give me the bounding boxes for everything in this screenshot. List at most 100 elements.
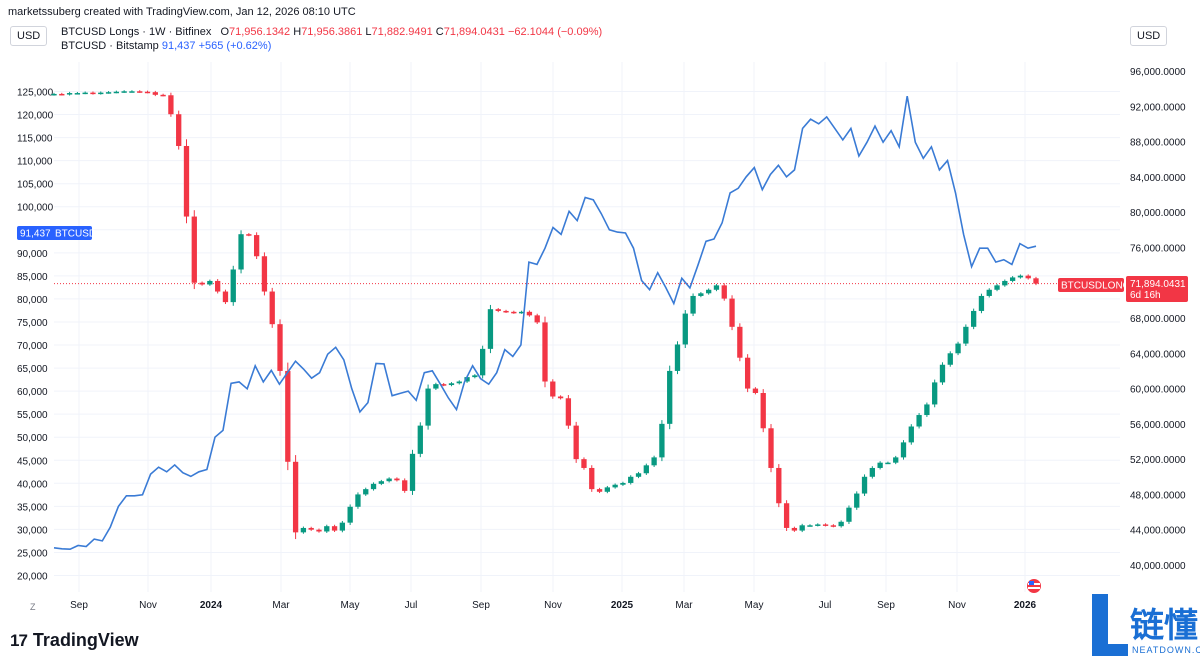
watermark-name: 链懂 [1130,606,1198,646]
x-tick-label: Nov [948,600,966,611]
candle-body [105,92,112,94]
candle-body [596,489,603,492]
candle-body [690,295,696,314]
legend-second-change: +565 (+0.62%) [198,40,272,52]
legend-main-name: BTCUSD Longs · 1W · Bitfinex [61,26,212,38]
candle-body [324,526,330,532]
candle-body [113,91,119,94]
candle-body [66,93,73,95]
legend-o-label: O [220,26,229,38]
candle-body [222,291,229,303]
candle-body [791,527,798,531]
time-axis: Sep Nov 2024 Mar May Jul Sep Nov 2025 Mar May Jul Se… [70,600,1036,611]
left-tick-label: 75,000 [17,318,48,329]
left-tick-label: 120,000 [17,111,54,122]
left-currency-button[interactable]: USD [10,26,48,46]
gridlines [54,62,1120,592]
candle-body [893,457,899,463]
candle-body [160,94,166,97]
candle-body [682,313,688,345]
candle-body [783,503,790,528]
x-tick-label: Jul [819,600,832,611]
legend-main[interactable]: BTCUSD Longs · 1W · Bitfinex O71,956.134… [61,26,602,38]
right-tick-label: 56,000.0000 [1130,420,1186,431]
candle-body [433,384,439,389]
candle-body [363,489,369,495]
legend-second[interactable]: BTCUSD · Bitstamp 91,437 +565 (+0.62%) [61,40,271,52]
left-tick-label: 60,000 [17,387,48,398]
candle-body [59,93,65,96]
x-tick-label: Mar [272,600,290,611]
right-tick-label: 84,000.0000 [1130,173,1186,184]
candle-body [74,93,81,95]
candle-body [877,462,883,468]
candle-body [90,92,96,95]
btcusd-price-line [53,95,1037,551]
legend-c-label: C [435,26,444,38]
tradingview-logo[interactable]: 17 TradingView [10,630,139,651]
candle-body [573,425,579,460]
candle-body [441,384,447,386]
right-tick-label: 92,000.0000 [1130,102,1186,113]
candle-body [394,478,400,481]
candle-body [635,473,642,477]
candle-body [331,526,338,531]
x-tick-label: May [745,600,764,611]
candle-body [706,289,712,294]
timezone-button[interactable]: Z [30,602,36,612]
candle-body [316,529,322,532]
candle-body [971,310,977,327]
candle-body [448,383,455,386]
candle-body [386,478,392,482]
candle-body [861,476,868,494]
candle-body [168,95,174,115]
right-currency-button[interactable]: USD [1130,26,1168,46]
btcusd-last-price-badge: 91,437 BTCUSD [17,226,96,240]
candle-body [261,256,268,292]
left-tick-label: 55,000 [17,410,48,421]
candle-body [994,285,1000,290]
candle-body [292,461,299,533]
candle-body [752,388,759,393]
candle-body [487,309,494,349]
candle-body [285,370,291,462]
x-tick-label: 2026 [1014,600,1037,611]
candle-body [308,527,314,530]
candle-body [253,235,260,257]
candle-body [51,93,57,96]
candle-body [152,92,158,95]
candle-body [238,234,244,270]
candle-body [183,145,190,217]
right-tick-label: 40,000.0000 [1130,561,1186,572]
candle-body [550,381,556,397]
candle-body [542,322,548,382]
candle-body [511,311,517,314]
left-tick-label: 125,000 [17,88,54,99]
candle-body [199,282,205,285]
candle-body [370,483,377,490]
candle-body [908,426,914,443]
left-tick-label: 20,000 [17,572,48,583]
tradingview-logo-text: TradingView [32,630,139,650]
right-tick-label: 48,000.0000 [1130,490,1186,501]
candle-body [667,370,673,424]
candle-body [144,91,151,94]
left-tick-label: 40,000 [17,479,48,490]
candle-body [760,392,766,429]
candle-body [612,484,618,488]
right-tick-label: 68,000.0000 [1130,314,1186,325]
candle-body [744,357,751,389]
candle-body [176,114,182,146]
candle-body [947,353,953,365]
x-tick-label: 2024 [200,600,223,611]
candle-body [955,343,961,354]
legend-second-value: 91,437 [161,40,196,52]
x-tick-label: Sep [70,600,88,611]
candle-body [854,493,860,508]
candle-body [518,311,525,314]
left-tick-label: 35,000 [17,502,48,513]
us-flag-event-icon[interactable] [1027,579,1041,593]
candle-body [98,92,104,95]
candle-body [207,280,213,285]
